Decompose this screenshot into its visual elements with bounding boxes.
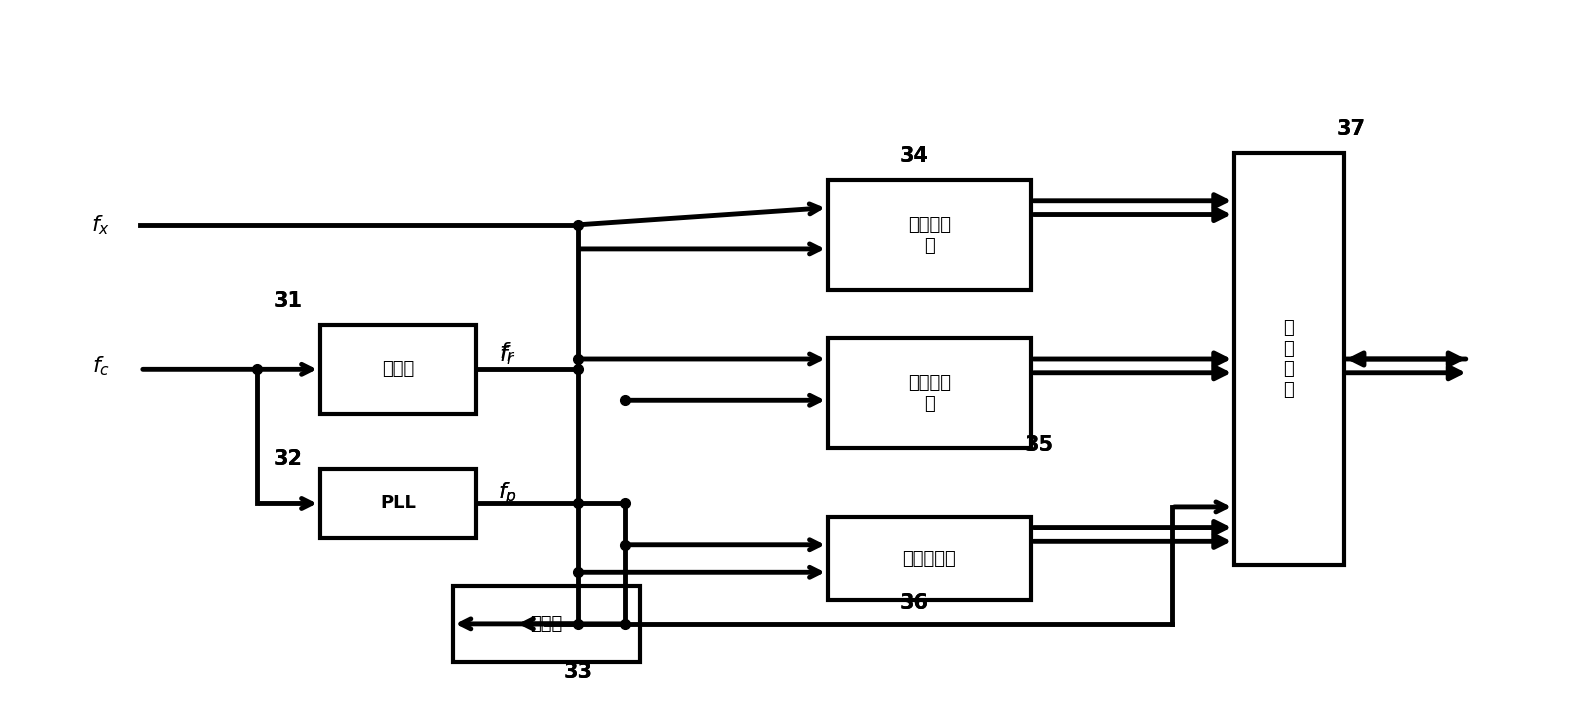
FancyBboxPatch shape — [320, 469, 476, 538]
Text: $f_p$: $f_p$ — [499, 480, 516, 507]
Text: $f_r$: $f_r$ — [499, 340, 516, 364]
Text: 31: 31 — [274, 291, 303, 310]
Text: 34: 34 — [898, 146, 929, 166]
Text: 控制器: 控制器 — [530, 615, 562, 633]
Text: 32: 32 — [274, 449, 303, 469]
Text: 第一计数
器: 第一计数 器 — [908, 216, 951, 255]
Text: 36: 36 — [898, 593, 929, 613]
Text: 32: 32 — [274, 449, 303, 469]
Text: 通
信
接
口: 通 信 接 口 — [1284, 319, 1294, 399]
FancyBboxPatch shape — [828, 180, 1031, 290]
Text: $f_x$: $f_x$ — [91, 213, 110, 237]
FancyBboxPatch shape — [320, 325, 476, 414]
Text: 31: 31 — [274, 291, 303, 310]
Text: 36: 36 — [898, 593, 929, 613]
Text: $f_c$: $f_c$ — [92, 354, 110, 378]
Text: $f_p$: $f_p$ — [499, 480, 516, 507]
Text: 34: 34 — [898, 146, 929, 166]
Text: 33: 33 — [564, 662, 593, 682]
FancyBboxPatch shape — [828, 338, 1031, 449]
Text: $f_r$: $f_r$ — [499, 344, 516, 368]
Text: 35: 35 — [1024, 435, 1053, 455]
Text: 第三计数器: 第三计数器 — [903, 549, 956, 567]
Text: PLL: PLL — [381, 495, 416, 513]
Text: 37: 37 — [1337, 118, 1365, 139]
FancyBboxPatch shape — [828, 517, 1031, 600]
FancyBboxPatch shape — [1235, 153, 1343, 565]
FancyBboxPatch shape — [452, 586, 640, 662]
Text: 33: 33 — [564, 662, 593, 682]
Text: 35: 35 — [1024, 435, 1053, 455]
Text: 分频器: 分频器 — [382, 360, 414, 378]
Text: 37: 37 — [1337, 118, 1365, 139]
Text: 第二计数
器: 第二计数 器 — [908, 374, 951, 413]
